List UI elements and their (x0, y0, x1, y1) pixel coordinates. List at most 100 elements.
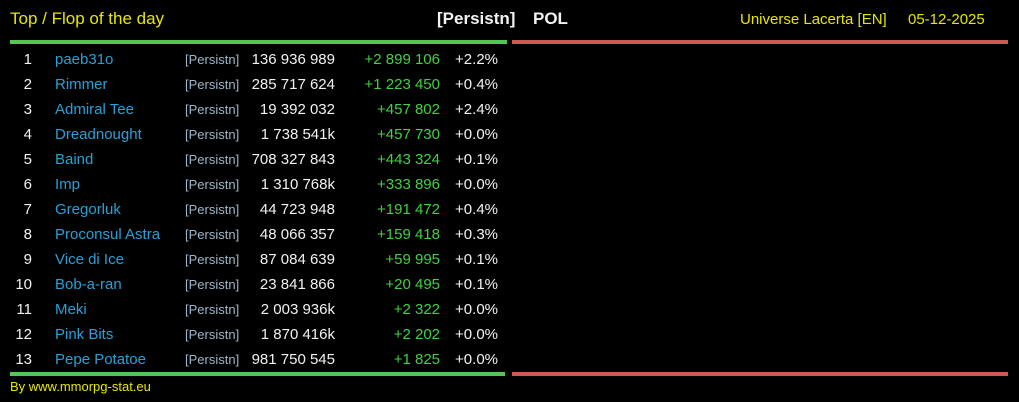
points-value: 708 327 843 (251, 151, 335, 168)
alliance-tag-link[interactable]: [Persistn] (185, 152, 240, 167)
points-value: 19 392 032 (259, 101, 335, 118)
player-name-link[interactable]: Dreadnought (55, 126, 142, 143)
table-row: 12 Pink Bits [Persistn] 1 870 416k +2 20… (0, 322, 510, 347)
points-percent: +0.0% (455, 176, 498, 193)
rank-cell: 7 (23, 201, 32, 218)
points-value: 48 066 357 (259, 226, 335, 243)
points-change: +2 899 106 (364, 51, 441, 68)
header-country-code: POL (533, 9, 568, 28)
table-row: 5 Baind [Persistn] 708 327 843 +443 324 … (0, 147, 510, 172)
rank-cell: 3 (23, 101, 32, 118)
rank-cell: 4 (23, 126, 32, 143)
points-value: 136 936 989 (251, 51, 335, 68)
alliance-tag-link[interactable]: [Persistn] (185, 252, 240, 267)
page-title: Top / Flop of the day (10, 9, 165, 28)
flop-section-red-divider (512, 40, 1008, 44)
points-change: +59 995 (385, 251, 440, 268)
points-change: +333 896 (377, 176, 440, 193)
alliance-tag-link[interactable]: [Persistn] (185, 202, 240, 217)
points-percent: +0.3% (455, 226, 498, 243)
points-change: +1 223 450 (364, 76, 441, 93)
rank-cell: 13 (15, 351, 32, 368)
points-percent: +0.1% (455, 151, 498, 168)
rank-cell: 9 (23, 251, 32, 268)
rank-cell: 12 (15, 326, 32, 343)
points-percent: +0.0% (455, 126, 498, 143)
alliance-tag-link[interactable]: [Persistn] (185, 302, 240, 317)
points-value: 44 723 948 (259, 201, 335, 218)
alliance-tag-link[interactable]: [Persistn] (185, 127, 240, 142)
player-name-link[interactable]: Imp (55, 176, 81, 193)
points-value: 1 870 416k (260, 326, 335, 343)
table-row: 1 paeb31o [Persistn] 136 936 989 +2 899 … (0, 47, 510, 72)
player-name-link[interactable]: Pepe Potatoe (55, 351, 146, 368)
points-value: 285 717 624 (251, 76, 335, 93)
player-name-link[interactable]: Admiral Tee (55, 101, 134, 118)
flop-section-red-bottom-divider (512, 372, 1008, 376)
player-name-link[interactable]: Meki (55, 301, 87, 318)
alliance-tag-link[interactable]: [Persistn] (185, 352, 240, 367)
points-percent: +0.1% (455, 251, 498, 268)
rank-cell: 6 (23, 176, 32, 193)
top-section-green-bottom-divider (10, 372, 505, 376)
points-change: +2 322 (393, 301, 440, 318)
alliance-tag-link[interactable]: [Persistn] (185, 77, 240, 92)
rank-cell: 8 (23, 226, 32, 243)
rank-cell: 10 (15, 276, 32, 293)
table-row: 8 Proconsul Astra [Persistn] 48 066 357 … (0, 222, 510, 247)
rank-cell: 2 (23, 76, 32, 93)
alliance-tag-link[interactable]: [Persistn] (185, 277, 240, 292)
player-name-link[interactable]: Vice di Ice (55, 251, 124, 268)
table-row: 6 Imp [Persistn] 1 310 768k +333 896 +0.… (0, 172, 510, 197)
points-change: +457 802 (377, 101, 440, 118)
table-row: 3 Admiral Tee [Persistn] 19 392 032 +457… (0, 97, 510, 122)
points-percent: +0.0% (455, 326, 498, 343)
points-value: 1 310 768k (260, 176, 335, 193)
points-percent: +0.0% (455, 301, 498, 318)
points-percent: +0.0% (455, 351, 498, 368)
rank-cell: 11 (16, 301, 32, 318)
alliance-tag-link[interactable]: [Persistn] (185, 227, 240, 242)
points-value: 1 738 541k (260, 126, 335, 143)
table-row: 7 Gregorluk [Persistn] 44 723 948 +191 4… (0, 197, 510, 222)
header-universe-label: Universe Lacerta [EN] (740, 11, 887, 28)
points-value: 981 750 545 (251, 351, 335, 368)
table-row: 13 Pepe Potatoe [Persistn] 981 750 545 +… (0, 347, 510, 372)
player-name-link[interactable]: paeb31o (55, 51, 114, 68)
points-change: +443 324 (377, 151, 440, 168)
alliance-tag-link[interactable]: [Persistn] (185, 102, 240, 117)
table-row: 4 Dreadnought [Persistn] 1 738 541k +457… (0, 122, 510, 147)
points-change: +20 495 (385, 276, 440, 293)
points-change: +457 730 (377, 126, 440, 143)
table-row: 9 Vice di Ice [Persistn] 87 084 639 +59 … (0, 247, 510, 272)
player-name-link[interactable]: Bob-a-ran (55, 276, 122, 293)
alliance-tag-link[interactable]: [Persistn] (185, 52, 240, 67)
player-name-link[interactable]: Baind (55, 151, 94, 168)
alliance-tag-link[interactable]: [Persistn] (185, 177, 240, 192)
table-row: 2 Rimmer [Persistn] 285 717 624 +1 223 4… (0, 72, 510, 97)
table-row: 10 Bob-a-ran [Persistn] 23 841 866 +20 4… (0, 272, 510, 297)
points-change: +2 202 (393, 326, 440, 343)
points-percent: +0.1% (455, 276, 498, 293)
player-name-link[interactable]: Proconsul Astra (55, 226, 161, 243)
points-change: +191 472 (377, 201, 440, 218)
rank-cell: 5 (23, 151, 32, 168)
header-date: 05-12-2025 (908, 11, 985, 28)
points-percent: +2.4% (455, 101, 498, 118)
points-value: 23 841 866 (259, 276, 335, 293)
points-percent: +2.2% (455, 51, 498, 68)
points-change: +1 825 (393, 351, 440, 368)
player-name-link[interactable]: Rimmer (55, 76, 108, 93)
points-percent: +0.4% (455, 201, 498, 218)
alliance-tag-link[interactable]: [Persistn] (185, 327, 240, 342)
player-name-link[interactable]: Gregorluk (55, 201, 121, 218)
points-percent: +0.4% (455, 76, 498, 93)
table-row: 11 Meki [Persistn] 2 003 936k +2 322 +0.… (0, 297, 510, 322)
site-credit-link[interactable]: By www.mmorpg-stat.eu (10, 379, 151, 394)
player-name-link[interactable]: Pink Bits (55, 326, 114, 343)
points-change: +159 418 (377, 226, 440, 243)
rank-cell: 1 (23, 51, 32, 68)
points-value: 87 084 639 (259, 251, 335, 268)
top-section-green-divider (10, 40, 507, 44)
